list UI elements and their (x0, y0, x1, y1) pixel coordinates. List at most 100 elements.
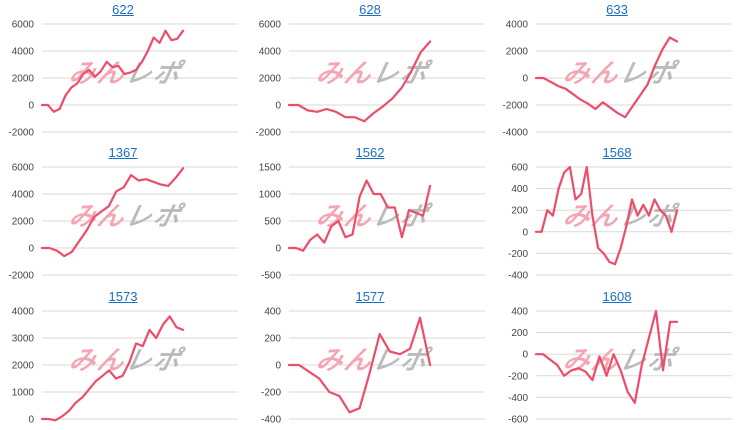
data-point (646, 83, 649, 86)
data-point (141, 61, 143, 63)
data-point (68, 410, 70, 412)
data-point (386, 206, 389, 209)
chart-title-link[interactable]: 633 (606, 2, 628, 17)
data-point (542, 77, 545, 79)
chart-panel: -500 0 500 1000 1500 みんレポ 1562 (247, 143, 493, 286)
data-point (584, 370, 587, 373)
data-point (344, 116, 347, 118)
svg-text:ポ: ポ (645, 59, 682, 89)
data-point (669, 321, 671, 323)
data-point (591, 214, 594, 217)
data-point (88, 388, 90, 391)
chart-title-link[interactable]: 1367 (108, 145, 138, 160)
y-tick-label: 0 (28, 244, 34, 255)
chart-title-link[interactable]: 1568 (602, 145, 632, 160)
data-point (41, 418, 43, 420)
y-tick-label: 1500 (259, 163, 282, 174)
y-tick-label: 400 (511, 307, 528, 318)
data-point (668, 36, 671, 39)
chart-title-link[interactable]: 1608 (602, 289, 632, 304)
data-point (665, 214, 667, 217)
data-point (358, 195, 361, 198)
data-point (308, 370, 310, 373)
chart-title-link[interactable]: 1562 (355, 145, 385, 160)
data-point (586, 166, 588, 168)
data-point (147, 50, 149, 52)
data-point (419, 316, 421, 319)
data-point (52, 110, 55, 113)
y-tick-label: 400 (264, 307, 281, 318)
chart-title-link[interactable]: 1573 (108, 289, 138, 304)
data-point (100, 210, 103, 213)
data-point (631, 105, 634, 108)
series-line (534, 36, 679, 119)
data-point (415, 212, 417, 214)
data-point (653, 198, 656, 201)
data-point (337, 220, 340, 222)
y-tick-label: -4000 (502, 128, 528, 139)
data-point (130, 174, 132, 176)
data-point (129, 71, 131, 74)
data-point (642, 204, 645, 206)
data-point (152, 36, 155, 39)
data-point (41, 247, 43, 249)
data-point (429, 364, 431, 366)
data-point (419, 51, 422, 54)
chart-title-link[interactable]: 622 (112, 2, 134, 17)
chart-panel: -2000 0 2000 4000 6000 みんレポ 628 (247, 0, 493, 143)
y-tick-label: 4000 (12, 47, 35, 58)
y-tick-label: 2000 (506, 47, 529, 58)
data-point (661, 48, 664, 51)
y-tick-label: 4000 (12, 190, 35, 201)
data-point (318, 377, 321, 380)
data-point (137, 179, 140, 182)
svg-text:ポ: ポ (398, 202, 435, 232)
y-tick-label: 4000 (259, 47, 282, 58)
chart-panel: -400 -200 0 200 400 みんレポ 1577 (247, 287, 493, 430)
data-point (351, 233, 354, 236)
y-tick-label: -200 (261, 388, 281, 399)
data-point (378, 333, 381, 335)
data-point (81, 396, 84, 399)
data-point (676, 209, 678, 211)
chart-panel: -600 -400 -200 0 200 400 みんレポ 1608 (494, 287, 740, 430)
data-point (580, 193, 582, 195)
data-point (63, 255, 66, 257)
data-point (41, 104, 43, 106)
chart-panel: -2000 0 2000 4000 6000 みんレポ 622 (0, 0, 246, 143)
data-point (591, 379, 594, 381)
data-point (602, 101, 604, 104)
data-point (619, 247, 622, 249)
data-point (158, 42, 161, 44)
data-point (115, 377, 117, 380)
data-point (557, 85, 560, 87)
data-point (676, 321, 678, 323)
chart-title-link[interactable]: 628 (359, 2, 381, 17)
data-point (648, 214, 650, 217)
data-point (594, 108, 597, 110)
data-point (182, 29, 184, 32)
data-point (297, 104, 300, 106)
data-point (563, 171, 566, 174)
data-point (624, 116, 626, 118)
data-point (535, 353, 537, 355)
data-point (587, 102, 589, 105)
data-point (56, 249, 58, 252)
data-point (365, 179, 368, 182)
data-point (316, 110, 319, 113)
chart-title-link[interactable]: 1577 (355, 289, 385, 304)
y-tick-label: -400 (508, 393, 528, 404)
data-point (335, 110, 337, 113)
data-point (641, 364, 643, 366)
data-point (47, 104, 49, 106)
data-point (122, 186, 125, 189)
data-point (288, 364, 290, 366)
svg-text:ポ: ポ (151, 59, 188, 89)
data-point (88, 69, 90, 71)
y-tick-label: 2000 (12, 74, 35, 85)
